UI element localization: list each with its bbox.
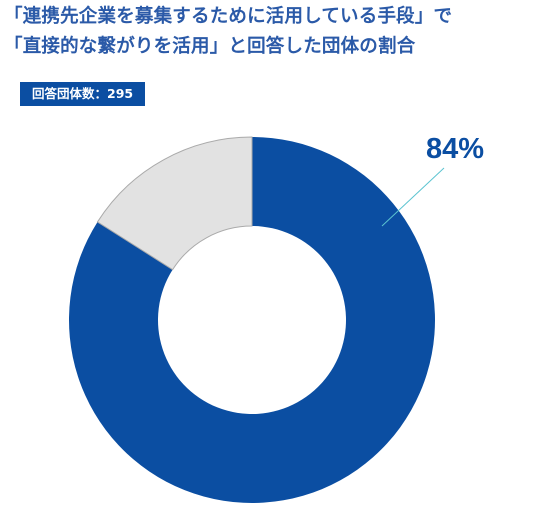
- chart-title-line-2: 「直接的な繋がりを活用」と回答した団体の割合: [4, 36, 416, 57]
- chart-title-line-1: 「連携先企業を募集するために活用している手段」で: [4, 6, 453, 27]
- secondary-slice: [96, 136, 253, 271]
- donut-slices: [68, 136, 435, 503]
- percentage-leader-line: [381, 167, 445, 227]
- chart-title: 「連携先企業を募集するために活用している手段」で 「直接的な繋がりを活用」と回答…: [4, 2, 534, 62]
- primary-slice: [68, 137, 435, 503]
- respondent-count-badge: 回答団体数：295: [20, 82, 146, 106]
- primary-slice-percentage-label: 84%: [426, 133, 484, 165]
